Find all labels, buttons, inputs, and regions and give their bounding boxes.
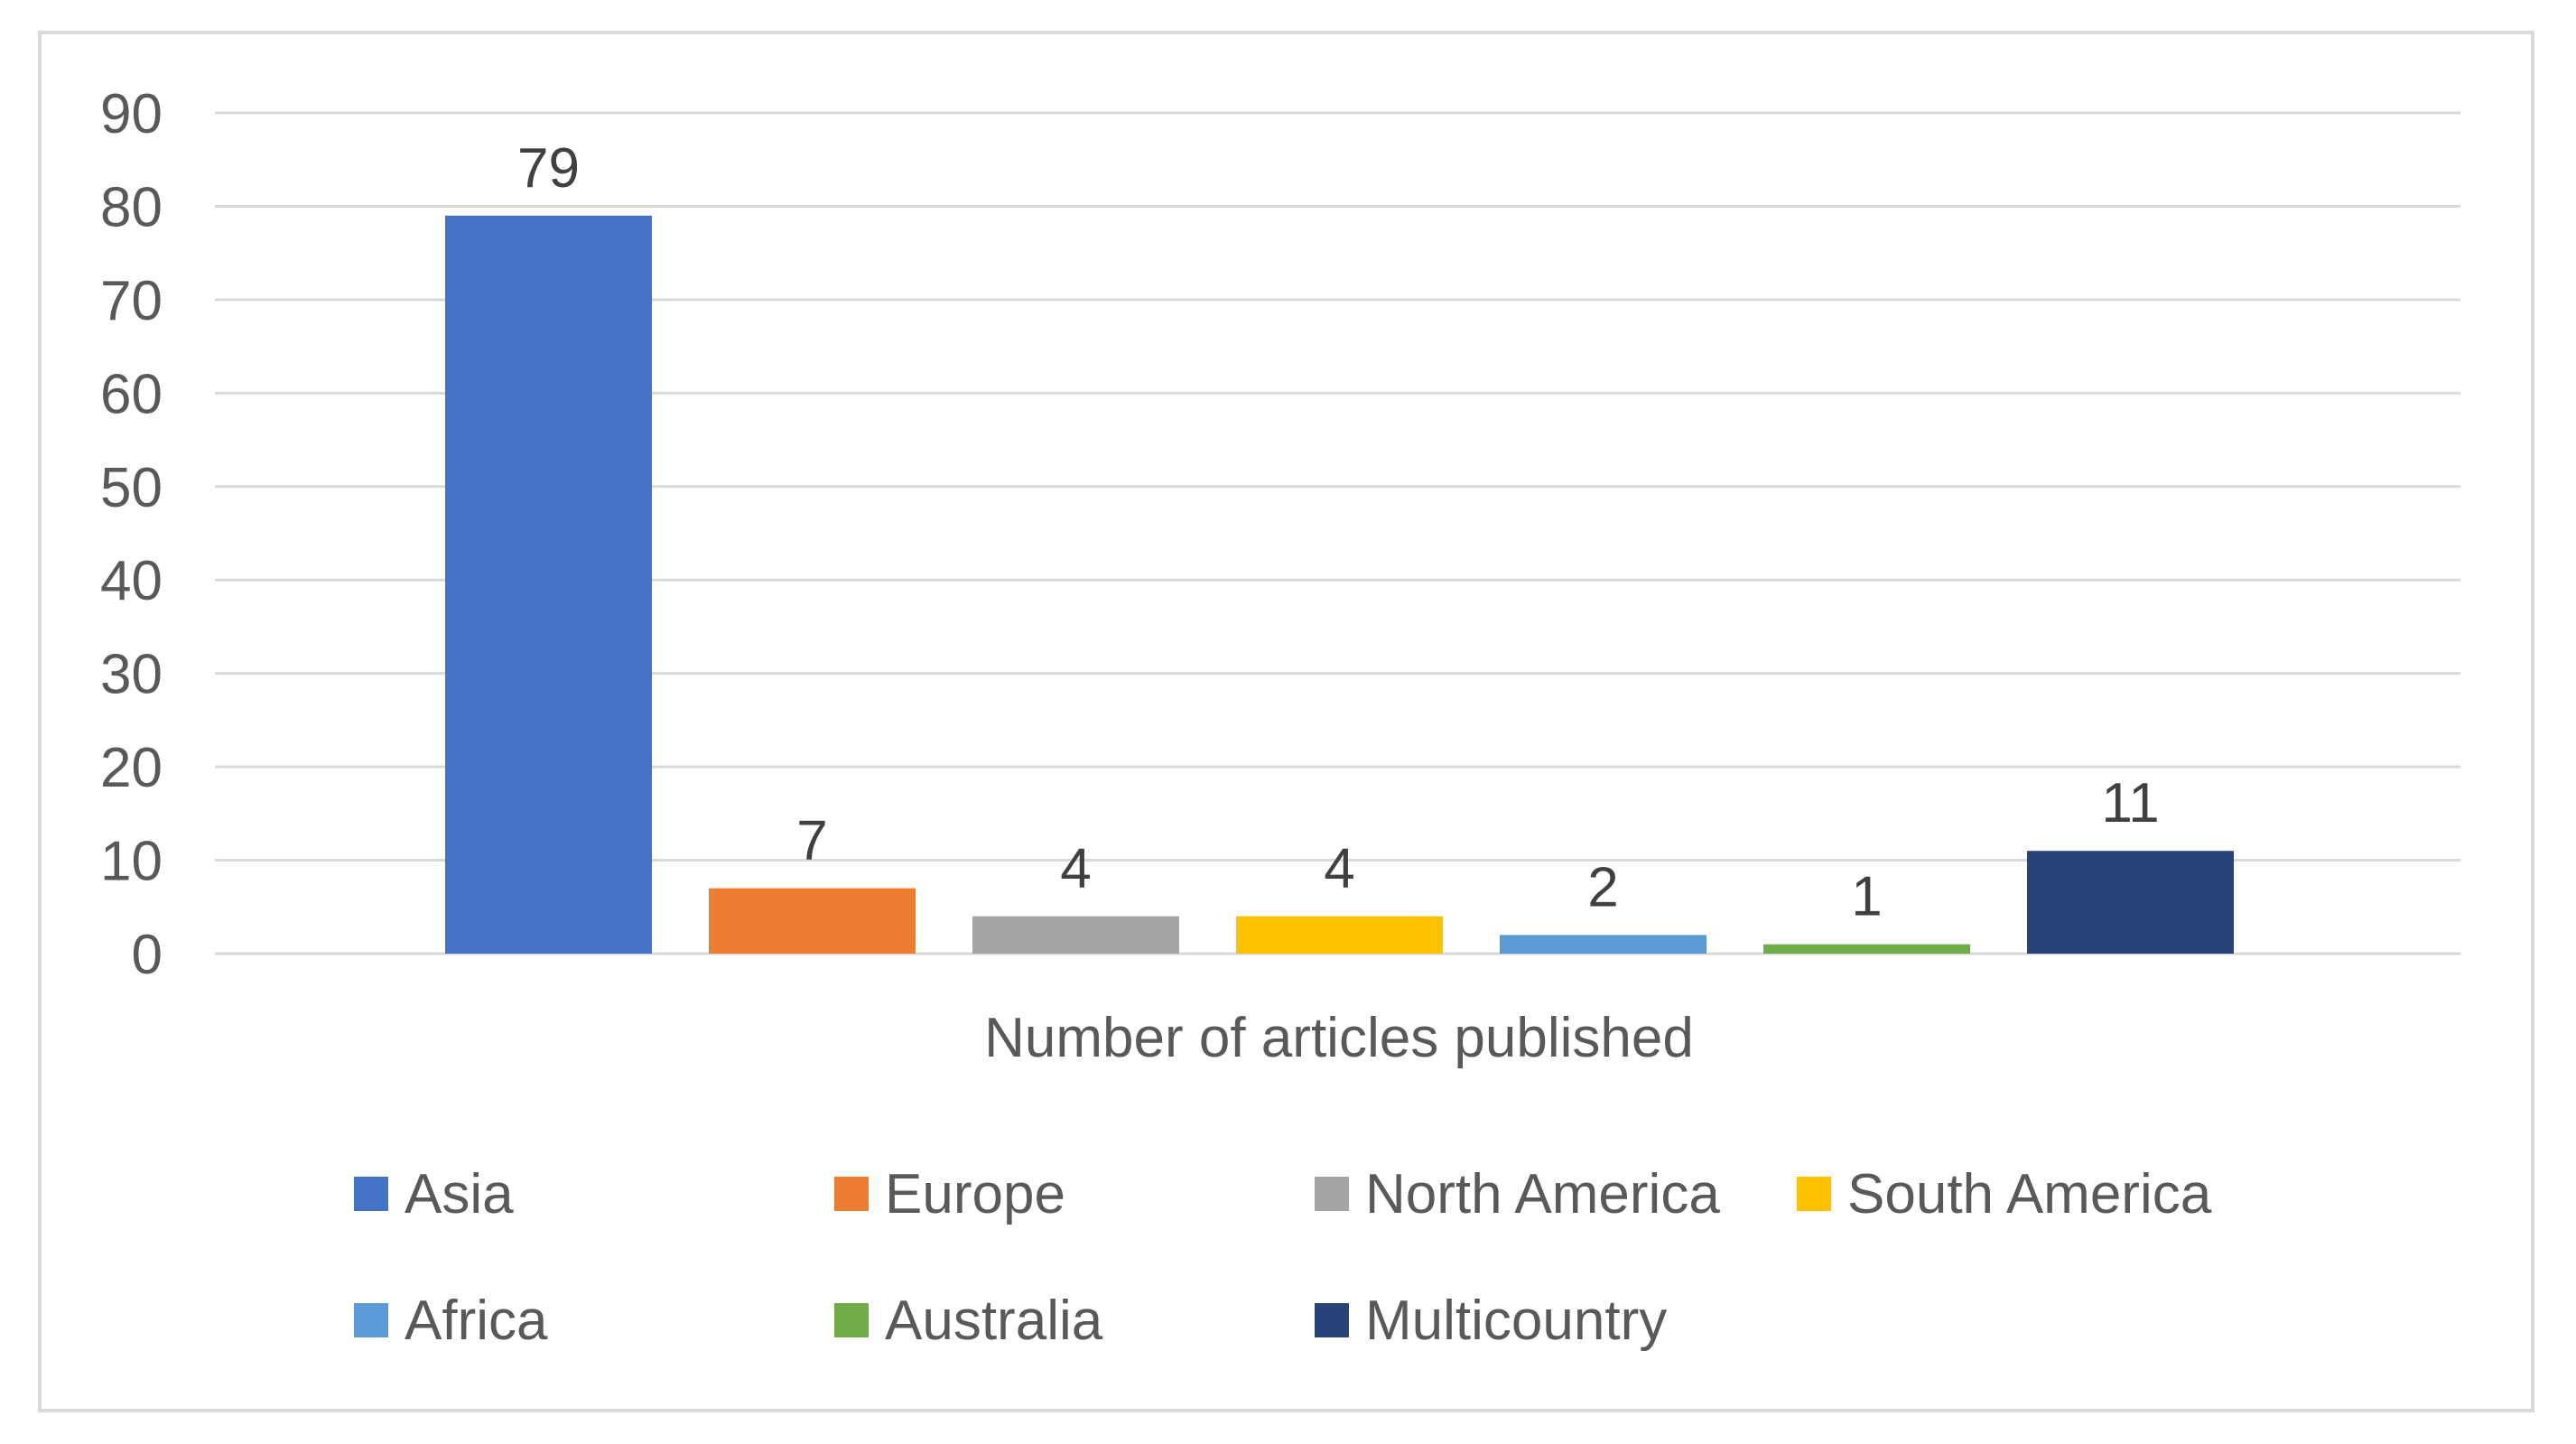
y-axis-ticks: 0 10 20 30 40 50 60 70 80 90 <box>100 83 163 986</box>
data-label: 4 <box>1060 838 1091 900</box>
legend-item-multicountry: Multicountry <box>1315 1290 1667 1352</box>
data-label: 7 <box>796 810 827 872</box>
legend-swatch <box>1315 1177 1349 1211</box>
legend-item-south-america: South America <box>1797 1163 2212 1225</box>
legend-swatch <box>354 1177 388 1211</box>
data-label: 79 <box>517 137 580 200</box>
legend-item-asia: Asia <box>354 1163 514 1225</box>
y-tick-label: 60 <box>100 363 163 425</box>
y-tick-label: 0 <box>132 924 163 986</box>
bar-africa <box>1500 935 1706 954</box>
bars <box>445 215 2234 955</box>
legend-swatch <box>1797 1177 1831 1211</box>
bar-south-america <box>1236 916 1443 954</box>
y-tick-label: 10 <box>100 831 163 893</box>
data-labels: 797 4 4 2 111 <box>517 137 2160 928</box>
data-label: 11 <box>2101 772 2159 834</box>
bar-europe <box>709 888 916 954</box>
legend-swatch <box>1315 1303 1349 1337</box>
data-label: 2 <box>1587 856 1618 918</box>
data-label: 4 <box>1324 838 1354 900</box>
legend-swatch <box>834 1177 869 1211</box>
y-tick-label: 50 <box>100 457 163 519</box>
legend-label: Asia <box>405 1163 514 1225</box>
legend-label: Australia <box>885 1290 1103 1352</box>
legend: Asia Europe North America South America Afri… <box>354 1163 2212 1352</box>
legend-label: South America <box>1847 1163 2212 1225</box>
bar-asia <box>445 215 652 955</box>
y-tick-label: 90 <box>100 83 163 145</box>
x-axis-label: Number of articles published <box>984 1007 1694 1069</box>
y-tick-label: 30 <box>100 644 163 706</box>
legend-item-europe: Europe <box>834 1163 1065 1225</box>
legend-label: Europe <box>885 1163 1065 1225</box>
legend-item-africa: Africa <box>354 1290 548 1352</box>
legend-item-australia: Australia <box>834 1290 1103 1352</box>
legend-swatch <box>354 1303 388 1337</box>
y-tick-label: 40 <box>100 550 163 612</box>
legend-item-north-america: North America <box>1315 1163 1720 1225</box>
data-label: 1 <box>1851 866 1882 928</box>
bar-north-america <box>972 916 1179 954</box>
y-tick-label: 20 <box>100 737 163 799</box>
legend-swatch <box>834 1303 869 1337</box>
legend-label: North America <box>1365 1163 1720 1225</box>
y-tick-label: 70 <box>100 270 163 332</box>
legend-label: Multicountry <box>1365 1290 1667 1352</box>
y-tick-label: 80 <box>100 176 163 238</box>
bar-australia <box>1763 944 1970 954</box>
legend-label: Africa <box>405 1290 548 1352</box>
bar-multicountry <box>2027 851 2234 954</box>
